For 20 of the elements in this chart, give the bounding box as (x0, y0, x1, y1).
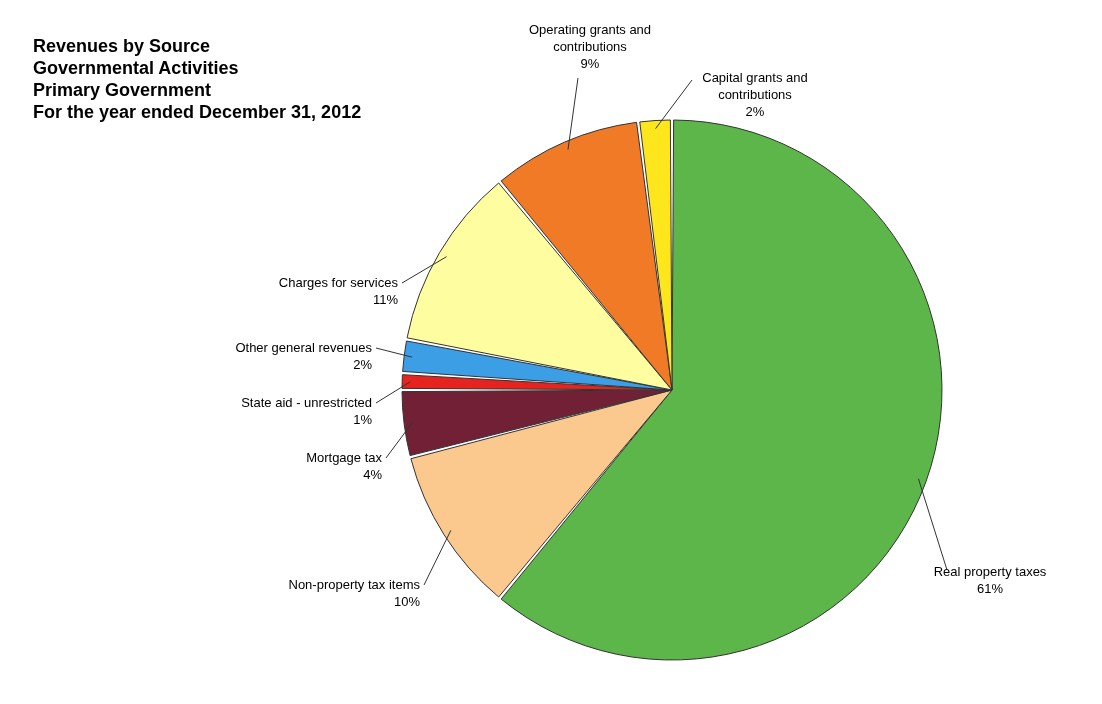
data-label: 9% (580, 56, 600, 71)
slice-label: Mortgage tax (306, 450, 383, 465)
slice-label: Real property taxes (933, 564, 1047, 579)
data-label: 2% (745, 104, 765, 119)
text: Revenues by Source (33, 36, 211, 56)
text: Primary Government (33, 80, 212, 100)
slice-label: Other general revenues (235, 340, 373, 355)
data-label: 10% (393, 594, 421, 609)
data-label: 4% (363, 467, 383, 482)
text: Governmental Activities (33, 58, 239, 78)
data-label: 1% (353, 412, 373, 427)
data-label: 11% (372, 292, 399, 307)
slice-label: Capital grants and contributions (702, 70, 808, 102)
slice-label: Non-property tax items (288, 577, 421, 592)
slice-label: State aid - unrestricted (241, 395, 372, 410)
data-label: 61% (976, 581, 1004, 596)
slice-label: Operating grants and contributions (528, 22, 652, 54)
slice-label: Charges for services (278, 275, 399, 290)
data-label: 2% (353, 357, 373, 372)
text: For the year ended December 31, 2012 (33, 102, 362, 122)
